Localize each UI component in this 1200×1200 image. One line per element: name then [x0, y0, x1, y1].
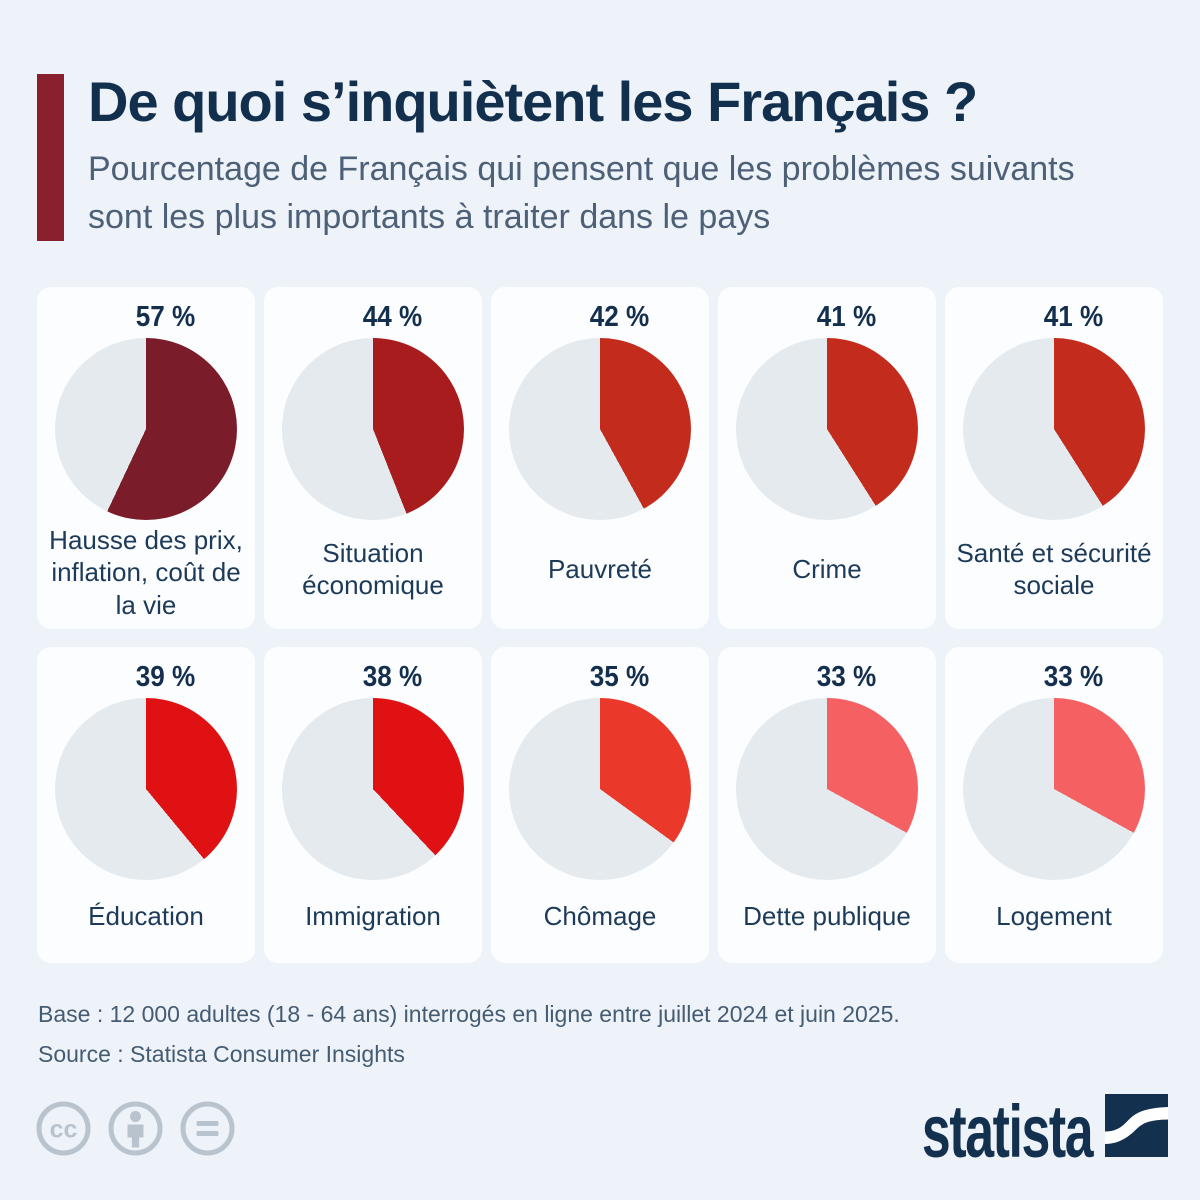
pie-chart — [55, 337, 237, 520]
pie-card-label: Situation économique — [302, 537, 444, 601]
pie-card-label: Immigration — [305, 901, 441, 932]
statista-logo[interactable]: statista — [849, 1089, 1168, 1173]
no-derivatives-icon[interactable] — [180, 1101, 235, 1156]
pie-card: 41 % Crime — [718, 287, 936, 630]
pie-card: 33 % Logement — [945, 647, 1163, 964]
percent-value: 41 % — [816, 301, 877, 334]
page-subtitle: Pourcentage de Français qui pensent que … — [88, 150, 1075, 236]
pie-card: 41 % Santé et sécurité sociale — [945, 287, 1163, 630]
pie-card: 57 % Hausse des prix, inflation, coût de… — [37, 287, 255, 630]
percent-value: 33 % — [1043, 661, 1104, 694]
svg-text:cc: cc — [50, 1115, 78, 1143]
footer-notes: Base : 12 000 adultes (18 - 64 ans) inte… — [38, 1001, 1162, 1068]
statista-logo-text: statista — [921, 1089, 1094, 1173]
statista-logo-mark-icon — [1105, 1094, 1168, 1162]
percent-value: 38 % — [362, 661, 423, 694]
pie-chart — [736, 337, 918, 520]
pie-chart — [963, 337, 1145, 520]
pie-card-label: Hausse des prix, inflation, coût de la v… — [49, 524, 243, 620]
pie-card: 44 % Situation économique — [264, 287, 482, 630]
license-icons: cc — [36, 1101, 235, 1156]
pie-card: 33 % Dette publique — [718, 647, 936, 964]
pie-card-label: Santé et sécurité sociale — [956, 537, 1152, 601]
percent-value: 41 % — [1043, 301, 1104, 334]
cc-icon[interactable]: cc — [36, 1101, 91, 1156]
percent-value: 57 % — [135, 301, 196, 334]
pie-card-label: Crime — [792, 554, 862, 585]
pie-chart — [55, 697, 237, 880]
pie-card-label: Dette publique — [743, 901, 911, 932]
percent-value: 42 % — [589, 301, 650, 334]
pie-chart — [736, 697, 918, 880]
pie-chart — [963, 697, 1145, 880]
pie-card: 38 % Immigration — [264, 647, 482, 964]
bottom-bar: cc statista — [36, 1089, 1168, 1173]
pie-chart — [282, 697, 464, 880]
pie-chart — [282, 337, 464, 520]
pie-card-label: Éducation — [88, 901, 204, 932]
pie-chart — [509, 337, 691, 520]
attribution-icon[interactable] — [108, 1101, 163, 1156]
base-note: Base : 12 000 adultes (18 - 64 ans) inte… — [38, 1001, 900, 1028]
page-title: De quoi s’inquiètent les Français ? — [88, 70, 978, 133]
pie-chart — [509, 697, 691, 880]
percent-value: 33 % — [816, 661, 877, 694]
percent-value: 44 % — [362, 301, 423, 334]
pie-card-label: Logement — [996, 901, 1112, 932]
pie-card: 39 % Éducation — [37, 647, 255, 964]
pie-card: 35 % Chômage — [491, 647, 709, 964]
pie-grid: 57 % Hausse des prix, inflation, coût de… — [37, 287, 1163, 964]
percent-value: 35 % — [589, 661, 650, 694]
pie-card-label: Chômage — [543, 901, 657, 932]
pie-card-label: Pauvreté — [547, 554, 653, 585]
title-accent-bar — [37, 74, 64, 242]
source-note: Source : Statista Consumer Insights — [38, 1041, 405, 1068]
header: De quoi s’inquiètent les Français ? Pour… — [0, 0, 1200, 242]
pie-card: 42 % Pauvreté — [491, 287, 709, 630]
percent-value: 39 % — [135, 661, 196, 694]
